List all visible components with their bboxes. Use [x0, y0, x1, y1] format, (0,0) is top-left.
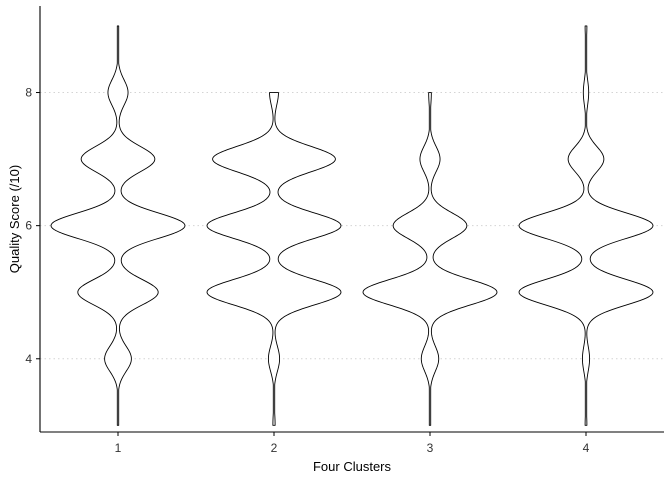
x-tick-label-1: 1 — [115, 441, 122, 455]
y-tick-label-4: 4 — [25, 352, 32, 366]
violin-cluster-2 — [206, 92, 342, 426]
y-tick-label-6: 6 — [25, 219, 32, 233]
x-tick-label-4: 4 — [583, 441, 590, 455]
x-axis-title: Four Clusters — [313, 459, 392, 474]
violin-cluster-1 — [50, 25, 186, 426]
x-tick-label-3: 3 — [427, 441, 434, 455]
violin-cluster-4 — [518, 25, 654, 426]
axis-layer: 4 6 8 1 2 3 4 — [25, 6, 664, 455]
y-axis-title: Quality Score (/10) — [7, 165, 22, 273]
y-tick-label-8: 8 — [25, 86, 32, 100]
violin-layer — [50, 25, 654, 426]
x-tick-label-2: 2 — [271, 441, 278, 455]
violin-cluster-3 — [362, 92, 498, 426]
